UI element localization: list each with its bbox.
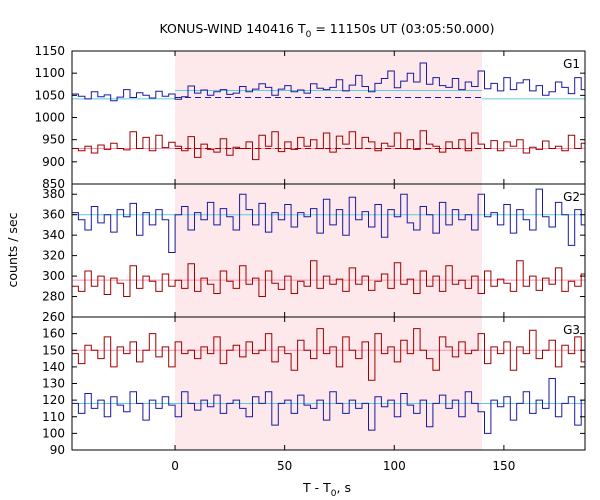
panel-data bbox=[72, 62, 585, 161]
panel-label-g2: G2 bbox=[563, 190, 580, 204]
y-tick-label: 140 bbox=[42, 360, 65, 374]
y-tick-label: 850 bbox=[42, 177, 65, 191]
series-red-g3 bbox=[72, 328, 585, 381]
y-tick-label: 1100 bbox=[34, 66, 65, 80]
y-tick-label: 360 bbox=[42, 208, 65, 222]
x-tick-label: 0 bbox=[171, 459, 179, 473]
panel-g2: 260 280 300 320 340 360 380 G2 bbox=[42, 183, 586, 324]
x-axis-label: T - T0, s bbox=[302, 480, 351, 499]
y-tick-label: 280 bbox=[42, 290, 65, 304]
y-tick-label: 130 bbox=[42, 377, 65, 391]
y-tick-label: 340 bbox=[42, 228, 65, 242]
y-tick-label: 150 bbox=[42, 343, 65, 357]
series-blue-g1 bbox=[72, 62, 585, 102]
y-tick-label: 260 bbox=[42, 310, 65, 324]
y-tick-label: 950 bbox=[42, 133, 65, 147]
x-tick-labels: 0 50 100 150 bbox=[171, 459, 515, 473]
panel-data bbox=[72, 188, 585, 297]
panel-g1: 850 900 950 1000 1050 1100 1150 G1 bbox=[34, 44, 586, 191]
y-tick-label: 320 bbox=[42, 249, 65, 263]
panels-group: 8509009501000105011001150G12602803003203… bbox=[34, 44, 586, 473]
shaded-interval bbox=[175, 51, 482, 184]
x-tick-label: 50 bbox=[277, 459, 292, 473]
y-tick-label: 1000 bbox=[34, 111, 65, 125]
chart-title: KONUS-WIND 140416 T0 = 11150s UT (03:05:… bbox=[159, 21, 494, 40]
series-blue-g2 bbox=[72, 188, 585, 253]
x-tick-label: 100 bbox=[383, 459, 406, 473]
y-tick-label: 900 bbox=[42, 155, 65, 169]
y-tick-label: 160 bbox=[42, 327, 65, 341]
y-tick-label: 1050 bbox=[34, 88, 65, 102]
y-tick-label: 110 bbox=[42, 410, 65, 424]
y-tick-label: 380 bbox=[42, 187, 65, 201]
series-blue-g3 bbox=[72, 378, 585, 434]
y-tick-label: 120 bbox=[42, 393, 65, 407]
panel-label-g1: G1 bbox=[563, 57, 580, 71]
panel-data bbox=[72, 328, 585, 434]
x-tick-label: 150 bbox=[492, 459, 515, 473]
panel-label-g3: G3 bbox=[563, 323, 580, 337]
y-axis-label: counts / sec bbox=[5, 212, 20, 287]
y-tick-label: 300 bbox=[42, 269, 65, 283]
shaded-interval bbox=[175, 184, 482, 317]
y-tick-label: 90 bbox=[50, 443, 65, 457]
panel-g3: 90 100 110 120 130 140 150 160 G3 bbox=[42, 316, 586, 457]
series-red-g2 bbox=[72, 260, 585, 297]
y-tick-label: 100 bbox=[42, 426, 65, 440]
shaded-interval bbox=[175, 317, 482, 450]
y-tick-label: 1150 bbox=[34, 44, 65, 58]
